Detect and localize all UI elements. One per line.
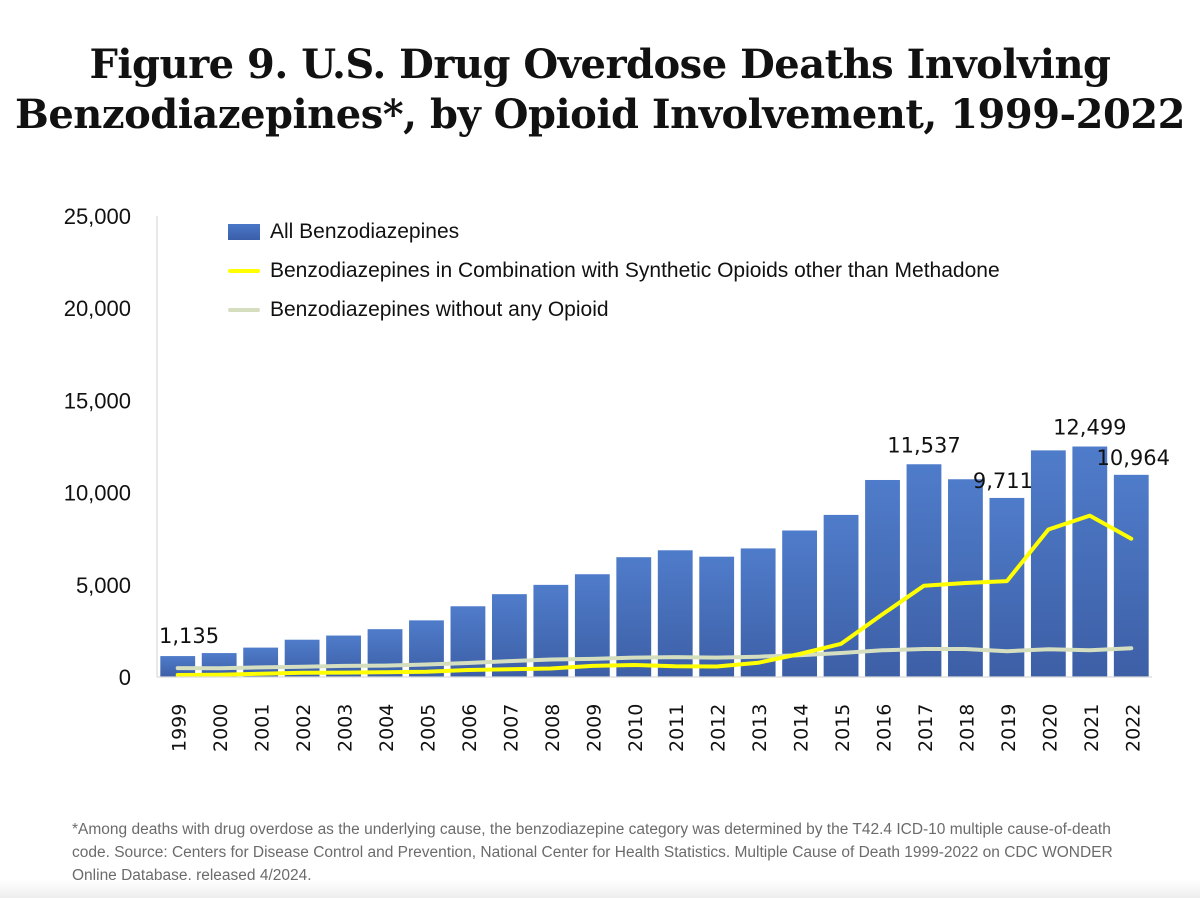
- y-tick-label: 10,000: [64, 481, 131, 506]
- x-axis: 1999 2000 2001 2002 2003 2004 2005 2006 2007 2008…: [157, 676, 1152, 752]
- legend-item-without-opioid: Benzodiazepines without any Opioid: [228, 290, 1000, 329]
- x-tick-label: 2001: [252, 704, 274, 752]
- bar-2015: [823, 514, 859, 677]
- bar-2006: [450, 606, 486, 677]
- x-tick-label: 2020: [1039, 704, 1061, 752]
- bar-2009: [574, 574, 610, 677]
- data-label-1999: 1,135: [159, 624, 219, 648]
- legend-label: Benzodiazepines in Combination with Synt…: [270, 258, 1000, 282]
- chart-title: Figure 9. U.S. Drug Overdose Deaths Invo…: [0, 40, 1200, 140]
- x-tick-label: 2019: [998, 704, 1020, 752]
- x-tick-label: 2002: [293, 704, 315, 752]
- bar-2007: [491, 594, 527, 677]
- x-tick-label: 2013: [749, 704, 771, 752]
- bar-2008: [533, 584, 569, 677]
- data-label-2021: 12,499: [1053, 416, 1126, 440]
- footnote: *Among deaths with drug overdose as the …: [72, 821, 1113, 884]
- y-tick-label: 15,000: [64, 388, 131, 413]
- x-tick-label: 2009: [583, 704, 605, 752]
- x-tick-label: 2017: [915, 704, 937, 752]
- chart-title-line-2: Benzodiazepines*, by Opioid Involvement,…: [15, 91, 1185, 138]
- x-tick-label: 2010: [625, 704, 647, 752]
- x-tick-label: 2014: [791, 704, 813, 752]
- chart-title-line-1: Figure 9. U.S. Drug Overdose Deaths Invo…: [89, 41, 1111, 88]
- legend: All Benzodiazepines Benzodiazepines in C…: [228, 212, 1000, 329]
- legend-label: All Benzodiazepines: [270, 219, 460, 243]
- x-tick-label: 2012: [708, 704, 730, 752]
- bar-2018: [948, 479, 983, 677]
- y-axis: 0 5,000 10,000 15,000 20,000 25,000: [64, 204, 158, 690]
- bar-2020: [1030, 450, 1066, 677]
- y-tick-label: 0: [119, 665, 131, 690]
- line-series: [175, 513, 1134, 677]
- x-tick-label: 2011: [666, 704, 688, 752]
- x-tick-label: 1999: [169, 704, 191, 752]
- x-tick-label: 2022: [1122, 704, 1144, 752]
- line-synthetic-opioids: [175, 513, 1134, 677]
- bar-2004: [367, 629, 403, 677]
- x-tick-label: 2004: [376, 704, 398, 752]
- legend-item-all-benzodiazepines: All Benzodiazepines: [228, 212, 1000, 251]
- bottom-fade: [0, 880, 1200, 898]
- x-tick-label: 2005: [417, 704, 439, 752]
- x-tick-label: 2006: [459, 704, 481, 752]
- bar-series: [160, 446, 1149, 677]
- x-tick-label: 2007: [500, 704, 522, 752]
- y-tick-label: 25,000: [64, 204, 131, 229]
- data-label-2019: 9,711: [973, 469, 1033, 493]
- data-labels: 1,135 11,537 9,711 12,499 10,964: [159, 416, 1170, 649]
- x-tick-label: 2003: [335, 704, 357, 752]
- bar-2016: [865, 479, 900, 677]
- legend-bar-swatch-icon: [228, 223, 260, 240]
- bar-2019: [989, 497, 1025, 677]
- x-tick-label: 2018: [956, 704, 978, 752]
- y-tick-label: 5,000: [76, 573, 131, 598]
- legend-label: Benzodiazepines without any Opioid: [270, 297, 609, 321]
- legend-line-swatch-icon: [228, 268, 260, 273]
- x-tick-label: 2015: [832, 704, 854, 752]
- x-tick-label: 2021: [1081, 704, 1103, 752]
- bar-2003: [326, 635, 361, 677]
- data-label-2017: 11,537: [887, 433, 960, 457]
- bar-2017: [906, 464, 942, 677]
- x-tick-label: 2008: [542, 704, 564, 752]
- x-tick-label: 2000: [210, 704, 232, 752]
- data-label-2022: 10,964: [1097, 446, 1170, 470]
- legend-item-synthetic-opioids: Benzodiazepines in Combination with Synt…: [228, 251, 1000, 290]
- bar-2005: [409, 620, 444, 677]
- line-without-opioid: [175, 646, 1134, 671]
- bar-2000: [201, 653, 237, 677]
- bar-2021: [1072, 446, 1108, 677]
- legend-line-swatch-icon: [228, 307, 260, 312]
- x-tick-label: 2016: [874, 704, 896, 752]
- bar-2022: [1113, 474, 1149, 677]
- y-tick-label: 20,000: [64, 296, 131, 321]
